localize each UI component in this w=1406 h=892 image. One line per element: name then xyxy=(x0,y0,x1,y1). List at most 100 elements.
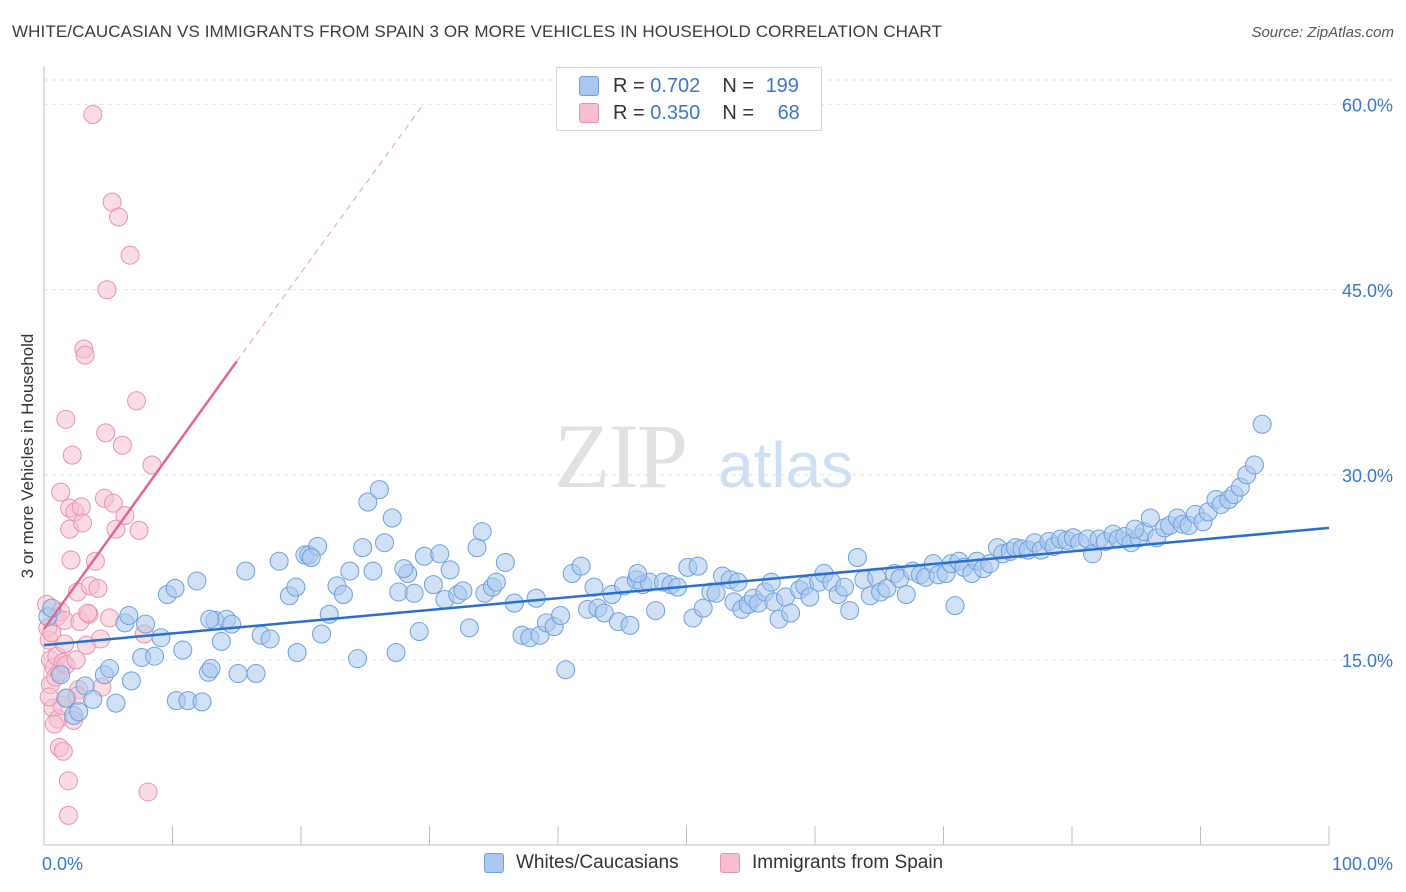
data-point-whites xyxy=(369,480,389,500)
data-point-whites xyxy=(620,615,640,635)
data-point-spain xyxy=(53,741,73,761)
y-tick-label: 30.0% xyxy=(1342,466,1393,486)
legend-item-whites: Whites/Caucasians xyxy=(484,852,679,874)
x-tick-label: 100.0% xyxy=(1332,854,1393,874)
data-point-spain xyxy=(88,578,108,598)
data-point-spain xyxy=(78,603,98,623)
data-point-spain xyxy=(129,520,149,540)
series-immigrants-from-spain xyxy=(37,105,162,825)
data-point-spain xyxy=(83,105,103,125)
watermark-zip: ZIP xyxy=(554,405,686,507)
data-point-spain xyxy=(44,714,64,734)
data-point-whites xyxy=(688,556,708,576)
data-point-whites xyxy=(467,538,487,558)
data-point-whites xyxy=(51,665,71,685)
data-point-whites xyxy=(145,646,165,666)
data-point-whites xyxy=(106,693,126,713)
pink-swatch-icon xyxy=(720,853,740,873)
data-point-whites xyxy=(423,575,443,595)
data-point-whites xyxy=(556,660,576,680)
data-point-whites xyxy=(192,692,212,712)
data-point-whites xyxy=(847,548,867,568)
correlation-legend: R = 0.702 N = 199 R = 0.350 N = 68 xyxy=(556,67,822,131)
data-point-whites xyxy=(761,572,781,592)
watermark-atlas: atlas xyxy=(718,429,853,501)
data-point-whites xyxy=(340,561,360,581)
trend-lines xyxy=(42,104,1330,647)
data-point-whites xyxy=(151,628,171,648)
y-tick-label: 60.0% xyxy=(1342,96,1393,116)
data-point-whites xyxy=(286,577,306,597)
data-point-whites xyxy=(835,577,855,597)
data-point-whites xyxy=(896,585,916,605)
x-tick-label: 0.0% xyxy=(42,854,83,874)
data-point-spain xyxy=(61,550,81,570)
data-point-spain xyxy=(97,280,117,300)
data-point-whites xyxy=(382,508,402,528)
data-point-whites xyxy=(121,671,141,691)
legend-n-value: 199 xyxy=(765,74,799,97)
data-point-whites xyxy=(69,702,89,722)
y-axis-label: 3 or more Vehicles in Household xyxy=(18,334,37,579)
data-point-whites xyxy=(136,614,156,634)
chart-title: WHITE/CAUCASIAN VS IMMIGRANTS FROM SPAIN… xyxy=(12,22,942,41)
data-point-spain xyxy=(62,445,82,465)
blue-swatch-icon xyxy=(484,853,504,873)
data-point-whites xyxy=(526,588,546,608)
data-point-spain xyxy=(66,650,86,670)
legend-row-whites: R = 0.702 N = 199 xyxy=(557,73,799,99)
series-legend: Whites/Caucasians Immigrants from Spain xyxy=(0,850,1406,878)
data-point-whites xyxy=(348,649,368,669)
data-point-whites xyxy=(571,556,591,576)
data-point-whites xyxy=(222,614,242,634)
data-point-whites xyxy=(211,631,231,651)
data-point-whites xyxy=(409,622,429,642)
axes xyxy=(43,66,1330,846)
data-point-whites xyxy=(404,583,424,603)
data-point-whites xyxy=(386,643,406,663)
data-point-whites xyxy=(551,606,571,625)
data-point-whites xyxy=(394,559,414,579)
data-point-whites xyxy=(706,583,726,603)
data-point-whites xyxy=(246,663,266,683)
legend-r-label: R = xyxy=(613,101,645,124)
data-point-whites xyxy=(200,609,220,629)
data-point-spain xyxy=(58,805,78,825)
legend-r-label: R = xyxy=(613,74,645,97)
tick-labels: 15.0% 30.0% 45.0% 60.0% 0.0% 100.0% xyxy=(42,96,1393,874)
data-point-spain xyxy=(73,513,93,533)
legend-label-whites: Whites/Caucasians xyxy=(516,852,679,873)
data-point-spain xyxy=(58,771,78,791)
series-whites-caucasians xyxy=(38,414,1272,725)
data-point-whites xyxy=(260,629,280,649)
data-point-whites xyxy=(165,578,185,598)
y-tick-label: 15.0% xyxy=(1342,651,1393,671)
data-point-spain xyxy=(75,345,95,365)
data-point-whites xyxy=(287,643,307,663)
data-point-whites xyxy=(1252,414,1272,434)
data-point-whites xyxy=(440,560,460,580)
data-point-spain xyxy=(71,497,91,517)
data-point-spain xyxy=(112,435,132,455)
data-point-whites xyxy=(495,552,515,572)
blue-swatch-icon xyxy=(579,76,599,96)
pink-swatch-icon xyxy=(579,103,599,123)
data-point-spain xyxy=(103,493,123,513)
legend-n-value: 68 xyxy=(777,101,800,124)
data-point-whites xyxy=(100,659,120,679)
trend-line-spain-extension xyxy=(236,104,424,362)
data-point-whites xyxy=(459,618,479,638)
data-point-whites xyxy=(236,561,256,581)
data-point-whites xyxy=(486,572,506,592)
data-point-whites xyxy=(628,564,648,584)
data-point-whites xyxy=(453,581,473,601)
data-point-whites xyxy=(353,538,373,558)
data-point-spain xyxy=(120,245,140,265)
legend-r-value: 0.702 xyxy=(650,74,701,97)
data-point-whites xyxy=(1140,508,1160,528)
data-point-whites xyxy=(646,601,666,621)
data-point-spain xyxy=(138,782,158,802)
data-point-spain xyxy=(39,687,59,707)
data-point-whites xyxy=(363,561,383,581)
